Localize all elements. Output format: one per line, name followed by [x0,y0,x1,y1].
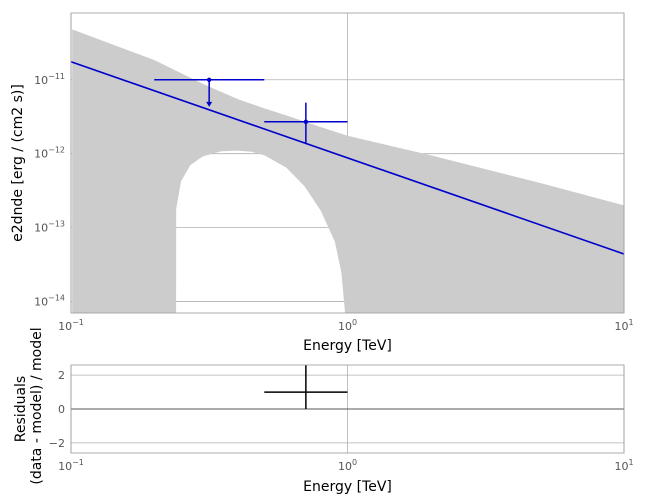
main-plot-frame [70,12,625,314]
main-panel: 10−1 100 101 10−14 10−13 10−12 10−11 Energy [… [10,12,634,354]
main-y-tick-label: 10−14 [34,294,65,309]
residual-y-tick-label: −2 [49,437,65,450]
residual-x-axis-label: Energy [TeV] [303,479,392,495]
model-uncertainty-band [72,29,624,314]
residual-plot-frame [70,364,625,454]
main-x-ticks: 10−1 100 101 [58,318,633,333]
residual-x-tick-label: 100 [338,458,357,473]
main-x-tick-label: 100 [338,318,357,333]
residual-point [264,365,348,409]
residual-y-tick-label: 0 [58,403,65,416]
residual-x-tick-label: 101 [614,458,633,473]
main-y-tick-label: 10−13 [34,220,65,235]
residual-x-tick-label: 10−1 [58,458,84,473]
main-y-tick-label: 10−12 [34,146,65,161]
main-x-axis-label: Energy [TeV] [303,338,392,354]
residual-y-ticks: −2 0 2 [49,369,65,450]
residual-panel: 10−1 100 101 −2 0 2 Energy [TeV] Residuals (… [13,327,634,495]
residual-y-tick-label: 2 [58,369,65,382]
main-y-axis-label: e2dnde [erg / (cm2 s)] [10,84,26,242]
main-x-tick-label: 10−1 [58,318,84,333]
flux-point-marker [206,77,212,82]
main-y-tick-label: 10−11 [34,72,65,87]
residual-x-ticks: 10−1 100 101 [58,458,633,473]
upper-limit-arrow-head [206,101,213,107]
flux-points [154,77,348,145]
flux-point-marker [303,119,309,125]
flux-upper-limit [154,77,265,107]
main-x-tick-label: 101 [614,318,633,333]
model-line [70,61,625,255]
residual-points [264,365,348,409]
residual-y-axis-label-line2: (data - model) / model [29,327,45,484]
flux-point [264,102,348,145]
main-y-ticks: 10−14 10−13 10−12 10−11 [34,72,65,309]
residual-y-axis-label-line1: Residuals [13,376,29,442]
